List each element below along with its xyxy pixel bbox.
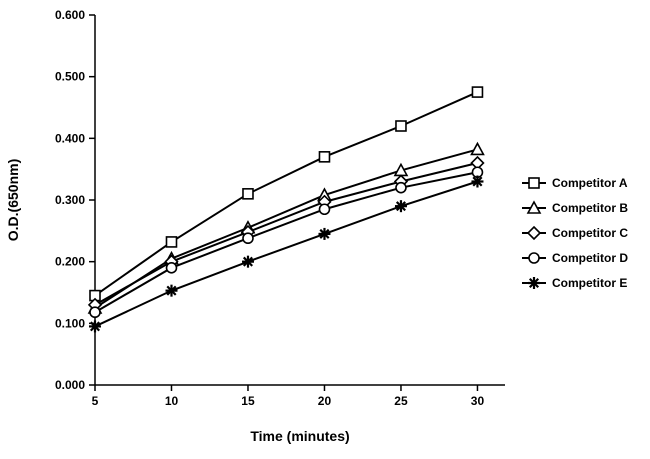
legend-item: Competitor D xyxy=(522,251,628,265)
legend-label: Competitor B xyxy=(552,201,628,215)
circle-marker xyxy=(89,306,101,319)
series-line-1 xyxy=(94,91,478,297)
asterisk-marker xyxy=(241,255,254,268)
y-tick-label: 0.500 xyxy=(55,70,85,84)
legend-item: Competitor A xyxy=(522,176,628,190)
series-line-3 xyxy=(94,162,478,306)
y-tick-label: 0.000 xyxy=(55,378,85,392)
asterisk-marker xyxy=(318,227,331,240)
square-marker xyxy=(471,86,484,98)
legend-item: Competitor B xyxy=(522,200,628,215)
legend-label: Competitor E xyxy=(552,276,627,290)
square-marker xyxy=(165,236,178,248)
asterisk-marker xyxy=(165,284,178,297)
series-line-2 xyxy=(94,148,478,309)
legend-item: Competitor C xyxy=(522,225,628,241)
asterisk-marker xyxy=(528,277,540,289)
square-marker xyxy=(242,188,254,200)
legend-label: Competitor C xyxy=(552,226,628,240)
asterisk-marker xyxy=(471,175,484,188)
triangle-marker xyxy=(526,200,542,214)
square-marker xyxy=(318,151,331,163)
square-marker xyxy=(395,120,407,132)
legend-label: Competitor D xyxy=(552,251,628,265)
x-tick-label: 15 xyxy=(241,394,255,408)
y-tick-label: 0.600 xyxy=(55,8,85,22)
circle-marker xyxy=(165,262,178,274)
circle-marker xyxy=(528,252,540,264)
diamond-marker xyxy=(526,225,542,241)
x-tick-label: 20 xyxy=(318,394,332,408)
asterisk-marker xyxy=(394,200,407,213)
x-tick-label: 10 xyxy=(165,394,179,408)
plot-layer: 0.000 0.100 0.200 0.300 0.400 0.500 0.600 5 10 15… xyxy=(55,8,505,408)
series-line-5 xyxy=(94,180,478,328)
x-tick-label: 30 xyxy=(471,394,485,408)
x-tick-label: 25 xyxy=(394,394,408,408)
series-line-4 xyxy=(94,171,478,314)
square-marker xyxy=(528,177,540,189)
legend-item: Competitor E xyxy=(522,276,627,290)
circle-marker xyxy=(395,181,407,194)
asterisk-marker xyxy=(89,320,101,333)
y-tick-label: 0.400 xyxy=(55,131,85,145)
y-axis-label: O.D.(650nm) xyxy=(5,159,21,241)
circle-marker xyxy=(318,203,331,216)
y-tick-label: 0.200 xyxy=(55,255,85,269)
y-tick-label: 0.300 xyxy=(55,193,85,207)
x-tick-label: 5 xyxy=(92,394,99,408)
legend: Competitor A Competitor B Competitor C Comp… xyxy=(522,176,628,290)
circle-marker xyxy=(242,232,254,245)
triangle-marker xyxy=(470,141,485,156)
legend-label: Competitor A xyxy=(552,176,628,190)
y-tick-label: 0.100 xyxy=(55,316,85,330)
x-axis-label: Time (minutes) xyxy=(250,428,349,444)
